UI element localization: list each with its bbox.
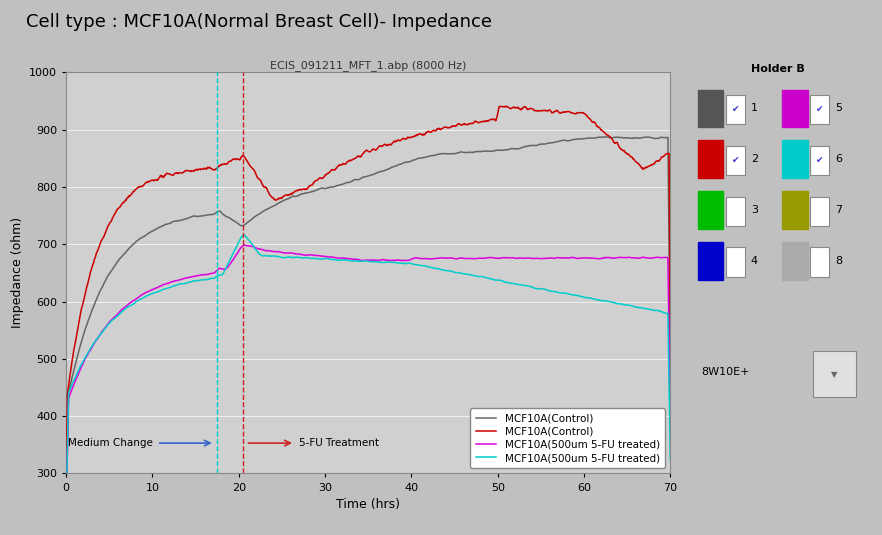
Text: 8W10E+: 8W10E+ <box>701 367 750 377</box>
Bar <box>726 247 744 277</box>
Text: 5: 5 <box>835 103 842 113</box>
FancyBboxPatch shape <box>781 242 808 279</box>
FancyBboxPatch shape <box>781 192 808 228</box>
Text: Holder B: Holder B <box>751 64 805 74</box>
FancyBboxPatch shape <box>698 192 723 228</box>
Text: 2: 2 <box>751 154 758 164</box>
FancyBboxPatch shape <box>781 140 808 178</box>
Text: 6: 6 <box>835 154 842 164</box>
Bar <box>726 95 744 125</box>
Text: ▼: ▼ <box>831 370 838 379</box>
Text: ✔: ✔ <box>816 105 824 114</box>
Text: ✔: ✔ <box>731 105 739 114</box>
Text: Cell type : MCF10A(Normal Breast Cell)- Impedance: Cell type : MCF10A(Normal Breast Cell)- … <box>26 13 492 32</box>
Text: ✔: ✔ <box>816 156 824 165</box>
Bar <box>811 95 829 125</box>
Text: 7: 7 <box>835 205 842 215</box>
Text: ✔: ✔ <box>731 156 739 165</box>
Text: 1: 1 <box>751 103 758 113</box>
Bar <box>811 197 829 226</box>
FancyBboxPatch shape <box>781 89 808 127</box>
Bar <box>726 197 744 226</box>
Text: 3: 3 <box>751 205 758 215</box>
Text: Medium Change: Medium Change <box>68 438 153 448</box>
Text: 8: 8 <box>835 256 842 266</box>
Title: ECIS_091211_MFT_1.abp (8000 Hz): ECIS_091211_MFT_1.abp (8000 Hz) <box>270 60 467 71</box>
FancyBboxPatch shape <box>698 140 723 178</box>
FancyBboxPatch shape <box>698 242 723 279</box>
Legend: MCF10A(Control), MCF10A(Control), MCF10A(500um 5-FU treated), MCF10A(500um 5-FU : MCF10A(Control), MCF10A(Control), MCF10A… <box>470 409 665 468</box>
FancyBboxPatch shape <box>698 89 723 127</box>
Text: 5-FU Treatment: 5-FU Treatment <box>299 438 379 448</box>
Bar <box>811 146 829 175</box>
Bar <box>726 146 744 175</box>
Bar <box>813 351 856 398</box>
Bar <box>811 247 829 277</box>
X-axis label: Time (hrs): Time (hrs) <box>336 498 400 511</box>
Y-axis label: Impedance (ohm): Impedance (ohm) <box>11 217 24 328</box>
Text: 4: 4 <box>751 256 758 266</box>
